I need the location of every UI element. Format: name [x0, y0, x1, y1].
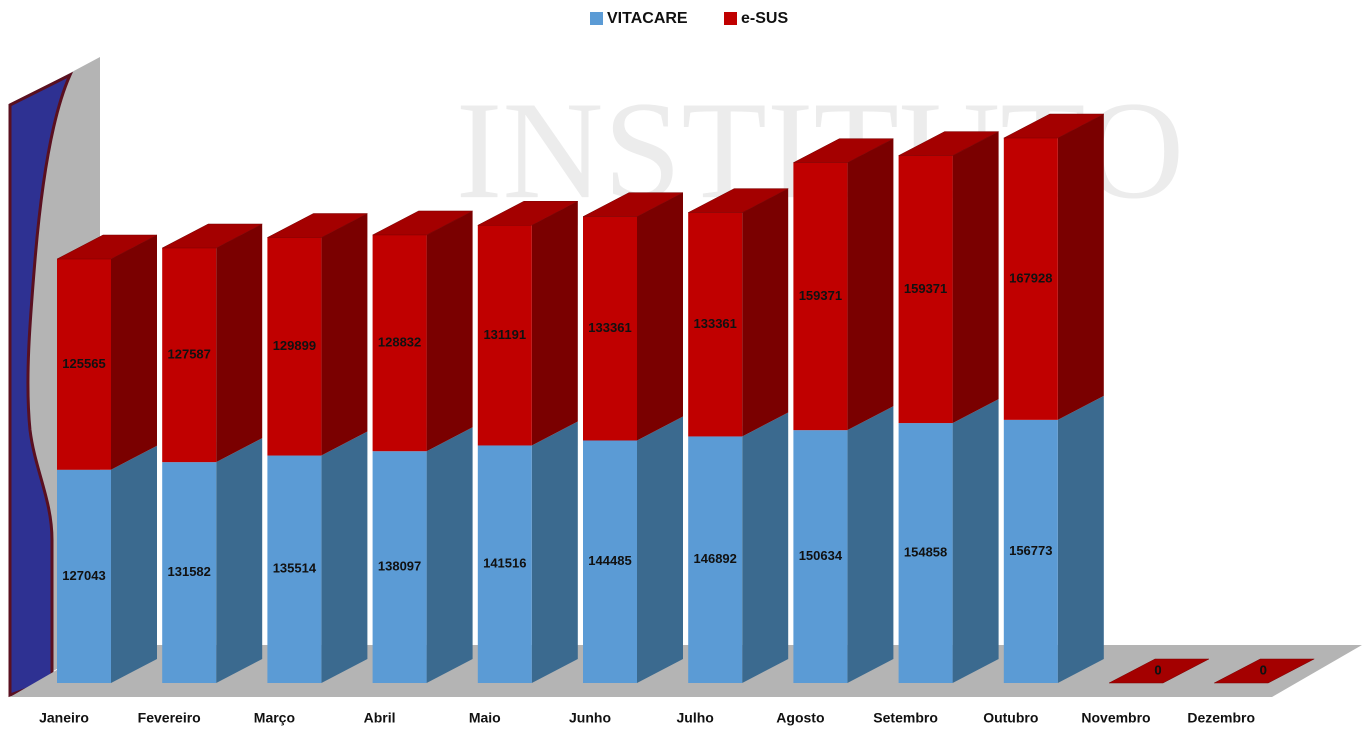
x-tick-label: Maio — [469, 710, 501, 726]
bar-side — [637, 416, 683, 683]
bar-side — [111, 446, 157, 683]
x-tick-label: Setembro — [873, 710, 938, 726]
bar-side — [953, 399, 999, 683]
x-tick-label: Agosto — [776, 710, 824, 726]
data-label: 127043 — [62, 568, 105, 583]
bar-side — [532, 201, 578, 445]
data-label: 159371 — [799, 288, 842, 303]
x-tick-label: Novembro — [1081, 710, 1150, 726]
data-label: 127587 — [168, 347, 211, 362]
x-tick-label: Junho — [569, 710, 611, 726]
bar-side — [1058, 396, 1104, 683]
bar-side — [953, 132, 999, 423]
bar-side — [637, 193, 683, 441]
data-label: 138097 — [378, 559, 421, 574]
x-tick-label: Março — [254, 710, 295, 726]
bar-side — [321, 214, 367, 456]
bar-side — [321, 432, 367, 683]
bar-side — [532, 421, 578, 683]
data-label: 135514 — [273, 561, 317, 576]
bar-side — [1058, 114, 1104, 420]
x-tick-label: Abril — [364, 710, 396, 726]
data-label: 150634 — [799, 548, 843, 563]
data-label: 133361 — [588, 320, 631, 335]
data-label: 129899 — [273, 338, 316, 353]
data-label: 141516 — [483, 556, 526, 571]
bar-side — [742, 412, 788, 683]
data-label: 167928 — [1009, 270, 1052, 285]
data-label: 154858 — [904, 544, 947, 559]
bar-side — [216, 224, 262, 462]
data-label: 159371 — [904, 281, 947, 296]
data-label: 0 — [1154, 662, 1161, 677]
bar-side — [216, 438, 262, 683]
data-label: 156773 — [1009, 543, 1052, 558]
data-label: 0 — [1260, 662, 1267, 677]
bar-side — [847, 406, 893, 683]
page: {"chart_data": {"type": "bar3d_stacked",… — [0, 0, 1371, 729]
bar-side — [111, 235, 157, 470]
data-label: 125565 — [62, 356, 105, 371]
legend-swatch — [724, 12, 737, 25]
bar-side — [427, 211, 473, 451]
data-label: 133361 — [694, 316, 737, 331]
bar-side — [427, 427, 473, 683]
legend-swatch — [590, 12, 603, 25]
bar-side — [847, 139, 893, 430]
x-tick-label: Janeiro — [39, 710, 89, 726]
legend-label: e-SUS — [741, 10, 788, 27]
data-label: 131582 — [168, 564, 211, 579]
data-label: 144485 — [588, 553, 631, 568]
chart: INSTITUTO VITACAREe-SUS Janeiro127043125… — [0, 0, 1371, 729]
legend-label: VITACARE — [607, 10, 688, 27]
data-label: 131191 — [483, 327, 526, 342]
x-tick-label: Julho — [677, 710, 714, 726]
bar-side — [742, 189, 788, 437]
x-tick-label: Fevereiro — [138, 710, 201, 726]
data-label: 128832 — [378, 335, 421, 350]
data-label: 146892 — [694, 551, 737, 566]
legend: VITACARE e-SUS — [590, 10, 788, 27]
x-tick-label: Outubro — [983, 710, 1038, 726]
x-tick-label: Dezembro — [1187, 710, 1255, 726]
